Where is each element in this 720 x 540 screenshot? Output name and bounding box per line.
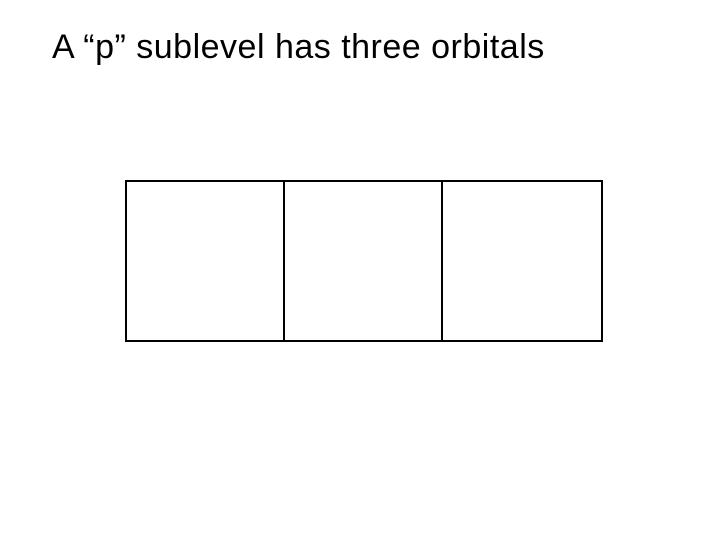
orbital-box-3	[443, 182, 601, 340]
orbital-box-1	[127, 182, 285, 340]
page-title: A “p” sublevel has three orbitals	[52, 28, 545, 67]
orbital-box-2	[285, 182, 443, 340]
orbital-boxes-container	[125, 180, 603, 342]
